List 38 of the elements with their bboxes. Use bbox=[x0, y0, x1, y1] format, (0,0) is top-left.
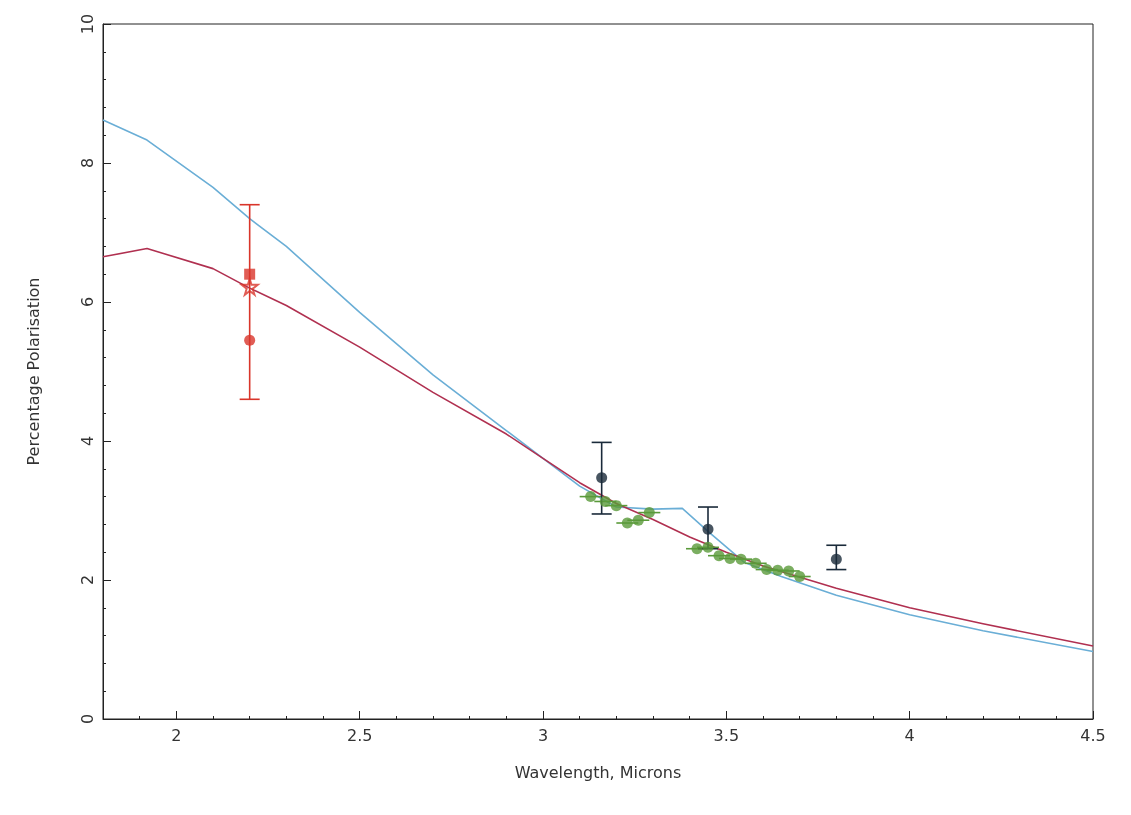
point bbox=[596, 472, 608, 484]
y-tick-label: 2 bbox=[77, 574, 97, 586]
y-tick-label: 10 bbox=[77, 13, 97, 35]
y-tick-label: 4 bbox=[77, 435, 97, 447]
point bbox=[772, 564, 784, 576]
point bbox=[621, 517, 633, 529]
point bbox=[610, 500, 622, 512]
point bbox=[702, 541, 714, 553]
point bbox=[830, 553, 842, 565]
y-tick-label: 6 bbox=[77, 296, 97, 308]
point bbox=[702, 523, 714, 535]
y-axis-title: Percentage Polarisation bbox=[23, 277, 43, 466]
point bbox=[750, 557, 762, 569]
point bbox=[794, 571, 806, 583]
point bbox=[761, 564, 773, 576]
x-tick-label: 4.5 bbox=[1080, 725, 1106, 745]
y-tick-label: 8 bbox=[77, 157, 97, 169]
point bbox=[643, 507, 655, 519]
line-series bbox=[102, 247, 1094, 647]
point bbox=[585, 491, 597, 503]
x-tick-label: 3 bbox=[537, 725, 549, 745]
y-tick-label: 0 bbox=[77, 713, 97, 725]
x-tick-label: 2.5 bbox=[346, 725, 373, 745]
point bbox=[244, 268, 256, 280]
point bbox=[599, 495, 611, 507]
point bbox=[783, 565, 795, 577]
x-tick-label: 4 bbox=[904, 725, 915, 745]
point bbox=[632, 514, 644, 526]
point bbox=[244, 334, 256, 346]
x-tick-label: 2 bbox=[171, 725, 182, 745]
point bbox=[240, 277, 259, 296]
point bbox=[713, 550, 725, 562]
x-axis-title: Wavelength, Microns bbox=[514, 762, 682, 782]
line-series bbox=[102, 119, 1094, 653]
x-tick-label: 3.5 bbox=[713, 725, 740, 745]
point bbox=[691, 543, 703, 555]
point bbox=[724, 552, 736, 564]
point bbox=[735, 553, 747, 565]
